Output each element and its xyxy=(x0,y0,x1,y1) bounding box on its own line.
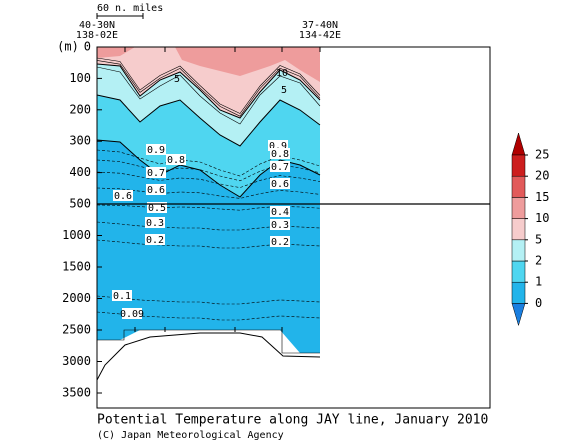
colorbar-swatch xyxy=(511,197,526,219)
contour-label-bg xyxy=(270,148,290,159)
y-tick-label: 1000 xyxy=(62,228,91,242)
section-fill xyxy=(175,47,320,82)
contour-line xyxy=(96,311,321,321)
contour-line xyxy=(96,60,321,117)
colorbar-label: 1 xyxy=(535,275,542,289)
contour-label-bg xyxy=(270,206,290,217)
station-label: 134-42E xyxy=(299,30,341,41)
colorbar-cap xyxy=(511,132,526,156)
y-tick-label: 0 xyxy=(84,40,91,54)
contour-label: 10 xyxy=(276,68,288,79)
y-tick-label: 400 xyxy=(69,165,91,179)
contour-label-bg xyxy=(270,219,290,230)
contour-line xyxy=(96,63,321,119)
y-tick-label: 2500 xyxy=(62,323,91,337)
mask-edge xyxy=(97,329,320,354)
plot-frame xyxy=(96,46,491,409)
colorbar-label: 10 xyxy=(535,211,549,225)
colorbar-swatch xyxy=(511,154,526,177)
colorbar-cap xyxy=(511,303,526,327)
contour-label: 0.9 xyxy=(269,141,287,152)
colorbar-swatch xyxy=(511,175,526,198)
contour-label-bg xyxy=(145,217,165,228)
station-label: 37-40N xyxy=(302,20,338,31)
y-axis-label: (m) xyxy=(57,40,79,54)
contour-label: 0.9 xyxy=(147,145,165,156)
contour-label: 0.8 xyxy=(167,155,185,166)
contour-line xyxy=(96,295,321,305)
y-tick-label: 100 xyxy=(69,71,91,85)
contour-line xyxy=(96,66,321,125)
contour-label: 5 xyxy=(174,74,180,85)
contour-line xyxy=(96,94,321,147)
contour-label-bg xyxy=(113,190,133,201)
y-tick-label: 1500 xyxy=(62,260,91,274)
contour-label: 5 xyxy=(281,85,287,96)
contour-label: 0.6 xyxy=(114,191,132,202)
chart-title: Potential Temperature along JAY line, Ja… xyxy=(97,413,488,428)
contour-label: 0.1 xyxy=(113,291,131,302)
colorbar-label: 20 xyxy=(535,169,549,183)
y-tick-label: 2000 xyxy=(62,291,91,305)
colorbar-label: 25 xyxy=(535,148,549,162)
contour-line xyxy=(96,187,321,199)
y-tick-label: 500 xyxy=(69,197,91,211)
colorbar-swatch xyxy=(511,218,526,241)
scale-label: 60 n. miles xyxy=(97,3,163,14)
y-tick-label: 3000 xyxy=(62,354,91,368)
contour-label-bg xyxy=(145,234,165,245)
y-tick-label: 3500 xyxy=(62,386,91,400)
colorbar-swatch xyxy=(511,239,526,262)
contour-label-bg xyxy=(270,161,290,172)
contour-label: 0.8 xyxy=(271,149,289,160)
contour-label-bg xyxy=(268,140,288,151)
bottom-topography xyxy=(96,332,321,381)
contour-label-bg xyxy=(270,236,290,247)
contour-label: 0.2 xyxy=(146,235,164,246)
y-tick-label: 200 xyxy=(69,102,91,116)
colorbar-label: 2 xyxy=(535,254,542,268)
contour-label: 0.4 xyxy=(271,207,289,218)
contour-label-bg xyxy=(112,290,132,301)
station-label: 40-30N xyxy=(79,20,115,31)
credit: (C) Japan Meteorological Agency xyxy=(97,430,284,441)
contour-label: 0.7 xyxy=(147,168,165,179)
contour-label: 0.2 xyxy=(271,237,289,248)
contour-label-bg xyxy=(147,202,167,213)
contour-label-bg xyxy=(122,308,142,319)
contour-label-bg xyxy=(166,154,186,165)
contour-label-bg xyxy=(270,178,290,189)
colorbar-label: 5 xyxy=(535,232,542,246)
contour-label-bg xyxy=(146,167,166,178)
station-label: 138-02E xyxy=(76,30,118,41)
contour-label: 0.3 xyxy=(146,218,164,229)
contour-label: 0.09 xyxy=(120,309,144,320)
contour-label: 0.3 xyxy=(271,220,289,231)
contour-label: 0.7 xyxy=(271,162,289,173)
contour-label: 0.6 xyxy=(147,185,165,196)
colorbar-label: 0 xyxy=(535,296,542,310)
colorbar-label: 15 xyxy=(535,190,549,204)
contour-label-bg xyxy=(146,144,166,155)
contour-label: 0.5 xyxy=(148,203,166,214)
colorbar-swatch xyxy=(511,260,526,283)
contour-label: 0.6 xyxy=(271,179,289,190)
contour-label-bg xyxy=(146,184,166,195)
y-tick-label: 300 xyxy=(69,134,91,148)
colorbar-swatch xyxy=(511,281,526,304)
contour-line xyxy=(96,57,321,114)
